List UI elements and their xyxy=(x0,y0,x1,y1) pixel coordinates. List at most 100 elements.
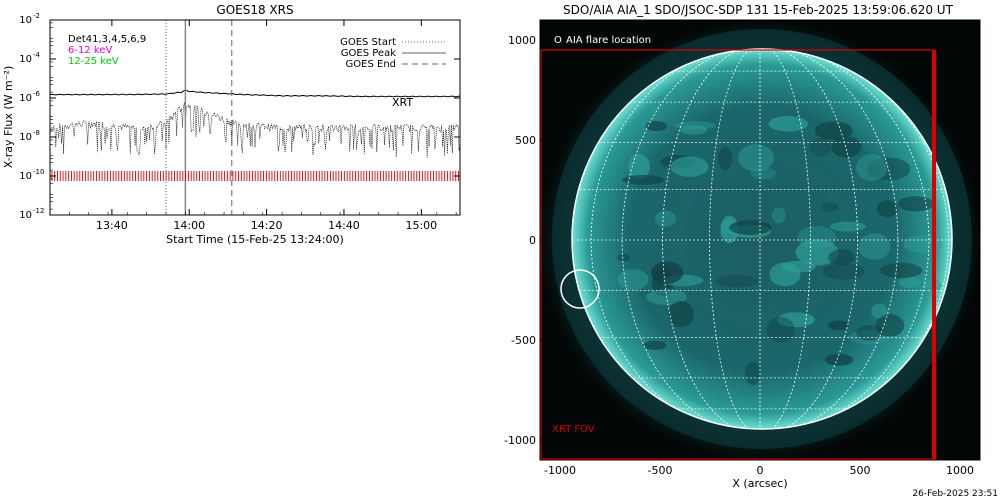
disk-feature xyxy=(768,116,808,132)
aia-x-tick-label: -1000 xyxy=(544,464,576,477)
goes-legend-left-entry: Det41,3,4,5,6,9 xyxy=(68,34,146,45)
disk-feature xyxy=(871,303,888,319)
goes-y-tick-label: 10 xyxy=(19,171,32,182)
longitude-line xyxy=(759,49,858,429)
aia-y-tick-label: 1000 xyxy=(508,34,536,47)
disk-feature xyxy=(828,249,855,266)
goes-y-tick-exponent: -6 xyxy=(33,90,41,98)
xrt-label: XRT xyxy=(392,96,413,109)
disk-feature xyxy=(848,330,891,345)
disk-feature xyxy=(622,175,665,185)
solar-limb xyxy=(571,48,953,430)
disk-feature xyxy=(738,144,774,172)
goes-y-tick-exponent: -12 xyxy=(33,207,44,215)
goes-y-axis-label: X-ray Flux (W m⁻²) xyxy=(2,66,15,168)
xrt-fov-label: XRT FOV xyxy=(552,424,595,435)
longitude-line xyxy=(759,49,811,429)
disk-feature xyxy=(617,269,649,291)
aia-x-tick-label: -500 xyxy=(648,464,673,477)
disk-feature xyxy=(643,340,667,350)
goes-x-tick-label: 14:40 xyxy=(328,219,360,232)
goes-y-tick-exponent: -4 xyxy=(33,51,41,59)
disk-feature xyxy=(809,137,832,157)
goes-short-channel-line xyxy=(50,102,460,158)
goes-x-axis: 13:40 14:00 14:20 14:40 15:00 xyxy=(49,20,457,232)
longitude-line xyxy=(662,49,761,429)
disk-feature xyxy=(781,260,816,273)
goes-y-tick-exponent: -10 xyxy=(33,168,44,176)
xrt-fov-right-edge xyxy=(932,50,936,460)
disk-feature xyxy=(903,235,943,254)
aia-y-axis: 1000 500 0 -500 -1000 xyxy=(504,34,546,447)
disk-feature xyxy=(814,121,853,141)
disk-feature xyxy=(821,263,865,280)
aia-y-tick-label: 0 xyxy=(529,234,536,247)
aia-y-tick-label: 500 xyxy=(515,134,536,147)
disk-feature xyxy=(728,220,772,236)
disk-feature xyxy=(650,261,684,284)
disk-feature xyxy=(875,314,905,337)
longitude-line xyxy=(621,49,761,429)
disk-feature xyxy=(766,316,795,343)
aia-y-tick-label: -1000 xyxy=(504,434,536,447)
goes-y-tick-label: 10 xyxy=(19,132,32,143)
goes-x-tick-label: 14:00 xyxy=(173,219,205,232)
disk-feature xyxy=(856,154,888,181)
disk-feature xyxy=(617,253,630,262)
disk-feature xyxy=(744,361,761,386)
goes-long-channel-line xyxy=(50,89,460,98)
disk-feature xyxy=(831,136,862,158)
goes-x-axis-label: Start Time (15-Feb-25 13:24:00) xyxy=(166,233,344,246)
goes-chart-title: GOES18 XRS xyxy=(216,3,293,17)
longitude-line xyxy=(759,49,949,429)
goes-y-tick-label: 10 xyxy=(19,93,32,104)
disk-feature xyxy=(827,320,850,331)
disk-feature xyxy=(771,207,786,224)
disk-feature xyxy=(720,215,739,244)
disk-feature xyxy=(898,196,934,212)
goes-plot-area xyxy=(50,20,460,215)
goes-y-tick-label: 10 xyxy=(19,15,32,26)
flare-legend-symbol: O xyxy=(554,35,562,46)
goes-y-tick-exponent: -8 xyxy=(33,129,40,137)
aia-panel: SDO/AIA AIA_1 SDO/JSOC-SDP 131 15-Feb-20… xyxy=(504,3,981,490)
aia-x-axis-label: X (arcsec) xyxy=(732,477,787,490)
disk-feature xyxy=(654,210,677,227)
goes-plot-frame xyxy=(49,19,461,216)
aia-y-tick-label: -500 xyxy=(511,334,536,347)
disk-feature xyxy=(795,239,839,266)
goes-legend-right-entry: GOES End xyxy=(346,59,396,70)
longitude-line xyxy=(709,49,761,429)
flare-location-circle xyxy=(560,269,600,309)
aia-x-tick-label: 0 xyxy=(757,464,764,477)
active-regions xyxy=(617,116,943,386)
disk-feature xyxy=(668,300,694,328)
goes-y-tick-label: 10 xyxy=(19,210,32,221)
disk-feature xyxy=(867,157,911,181)
aia-chart-title: SDO/AIA AIA_1 SDO/JSOC-SDP 131 15-Feb-20… xyxy=(563,3,954,17)
disk-feature xyxy=(858,233,891,260)
aia-x-axis: -1000 -500 0 500 1000 xyxy=(544,454,974,477)
disk-feature xyxy=(880,262,923,279)
longitude-line xyxy=(759,49,899,429)
goes-x-tick-label: 14:20 xyxy=(251,219,283,232)
disk-feature xyxy=(820,202,839,212)
goes-y-tick-label: 10 xyxy=(19,54,32,65)
disk-feature xyxy=(830,221,866,232)
goes-legend-right-entry: GOES Peak xyxy=(341,48,396,59)
disk-feature xyxy=(670,156,709,177)
goes-x-tick-label: 13:40 xyxy=(96,219,128,232)
goes-x-tick-label: 15:00 xyxy=(405,219,437,232)
goes-y-tick-exponent: -2 xyxy=(33,12,40,20)
flare-legend-label: AIA flare location xyxy=(566,35,651,46)
disk-feature xyxy=(716,274,759,288)
disk-feature xyxy=(876,200,899,218)
disk-feature xyxy=(898,276,921,289)
footer-timestamp: 26-Feb-2025 23:51 xyxy=(912,489,998,499)
disk-feature xyxy=(628,153,650,180)
